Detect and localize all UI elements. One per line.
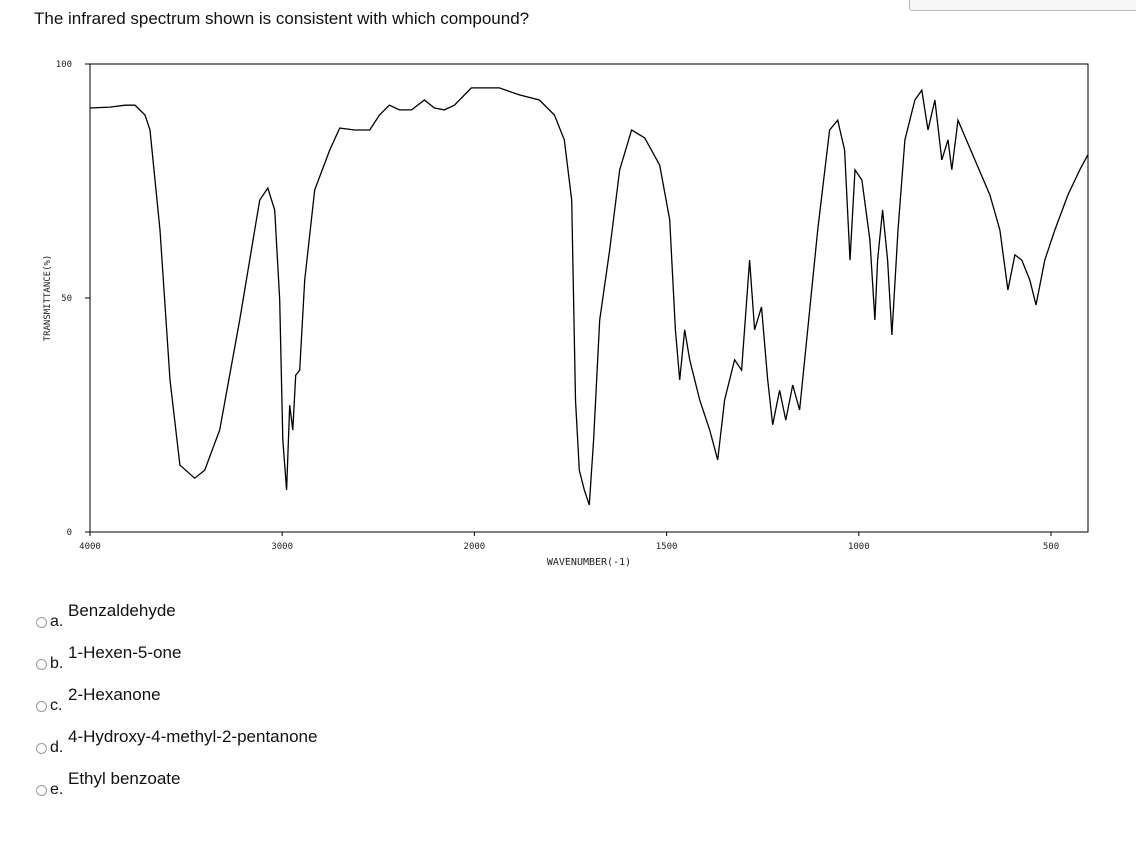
x-tick-label: 4000 <box>79 542 101 552</box>
radio-button[interactable] <box>36 701 47 712</box>
option-text: 4-Hydroxy-4-methyl-2-pentanone <box>68 727 318 746</box>
x-axis-label: WAVENUMBER(-1) <box>547 557 631 568</box>
option-letter: b. <box>50 655 64 672</box>
option-letter: c. <box>50 697 63 714</box>
y-axis-label: TRANSMITTANCE(%) <box>43 255 53 342</box>
option-letter: e. <box>50 781 64 798</box>
answer-option[interactable]: c. 2-Hexanone <box>36 685 536 727</box>
radio-button[interactable] <box>36 659 47 670</box>
answer-option[interactable]: d. 4-Hydroxy-4-methyl-2-pentanone <box>36 727 536 769</box>
x-tick-label: 3000 <box>271 542 293 552</box>
question: The infrared spectrum shown is consisten… <box>34 9 530 28</box>
radio-button[interactable] <box>36 785 47 796</box>
toolbar-edge <box>909 0 1136 11</box>
radio-button[interactable] <box>36 617 47 628</box>
option-letter: a. <box>50 613 64 630</box>
x-tick-label: 500 <box>1043 542 1059 552</box>
answer-option[interactable]: a. Benzaldehyde <box>36 601 536 643</box>
option-text: Ethyl benzoate <box>68 769 181 788</box>
answer-option[interactable]: b. 1-Hexen-5-one <box>36 643 536 685</box>
option-text: 1-Hexen-5-one <box>68 643 182 662</box>
option-text: 2-Hexanone <box>68 685 161 704</box>
y-tick-label: 100 <box>56 60 72 70</box>
option-text: Benzaldehyde <box>68 601 176 620</box>
option-letter: d. <box>50 739 64 756</box>
chart: WAVENUMBER(-1) TRANSMITTANCE(%) 4000 3000… <box>43 60 1089 568</box>
spectrum-line <box>89 87 1089 506</box>
answer-option[interactable]: e. Ethyl benzoate <box>36 769 536 811</box>
x-tick-label: 1000 <box>848 542 870 552</box>
y-tick-label: 50 <box>61 294 72 304</box>
x-tick-label: 1500 <box>656 542 678 552</box>
x-tick-label: 2000 <box>464 542 486 552</box>
y-tick-label: 0 <box>67 528 72 538</box>
radio-button[interactable] <box>36 743 47 754</box>
